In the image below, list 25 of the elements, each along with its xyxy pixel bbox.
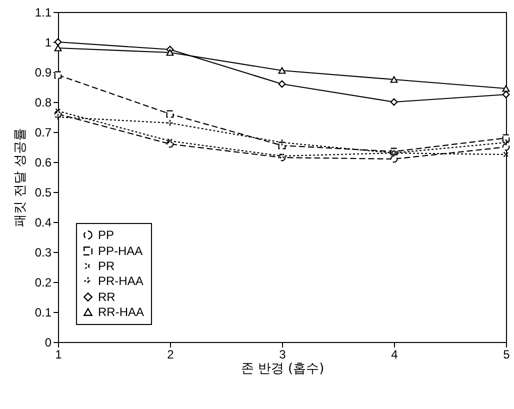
legend-label: RR (98, 290, 116, 304)
y-axis-title: 패킷 전달 성공률 (12, 128, 28, 228)
y-tick-label: 0.3 (34, 246, 52, 260)
y-tick-label: 0.1 (34, 306, 52, 320)
x-tick-label: 2 (167, 348, 174, 362)
legend-label: PP (98, 228, 114, 242)
y-tick-label: 0 (44, 336, 52, 350)
y-tick-label: 0.8 (34, 96, 52, 110)
legend-label: PR-HAA (98, 274, 144, 288)
x-tick-label: 4 (391, 348, 398, 362)
y-tick-label: 0.7 (34, 126, 52, 140)
y-tick-label: 0.2 (34, 276, 52, 290)
y-tick-label: 1.1 (34, 6, 52, 20)
y-tick-label: 0.9 (34, 66, 52, 80)
legend-label: PR (98, 259, 116, 273)
y-tick-label: 1 (44, 36, 52, 50)
legend-label: RR-HAA (98, 305, 144, 319)
x-tick-label: 5 (503, 348, 510, 362)
y-tick-label: 0.6 (34, 156, 52, 170)
y-tick-label: 0.5 (34, 186, 52, 200)
x-tick-label: 3 (279, 348, 286, 362)
x-tick-label: 1 (55, 348, 62, 362)
legend-label: PP-HAA (98, 244, 143, 258)
y-tick-label: 0.4 (34, 216, 52, 230)
x-axis-title: 존 반경 (홉수) (240, 362, 324, 376)
